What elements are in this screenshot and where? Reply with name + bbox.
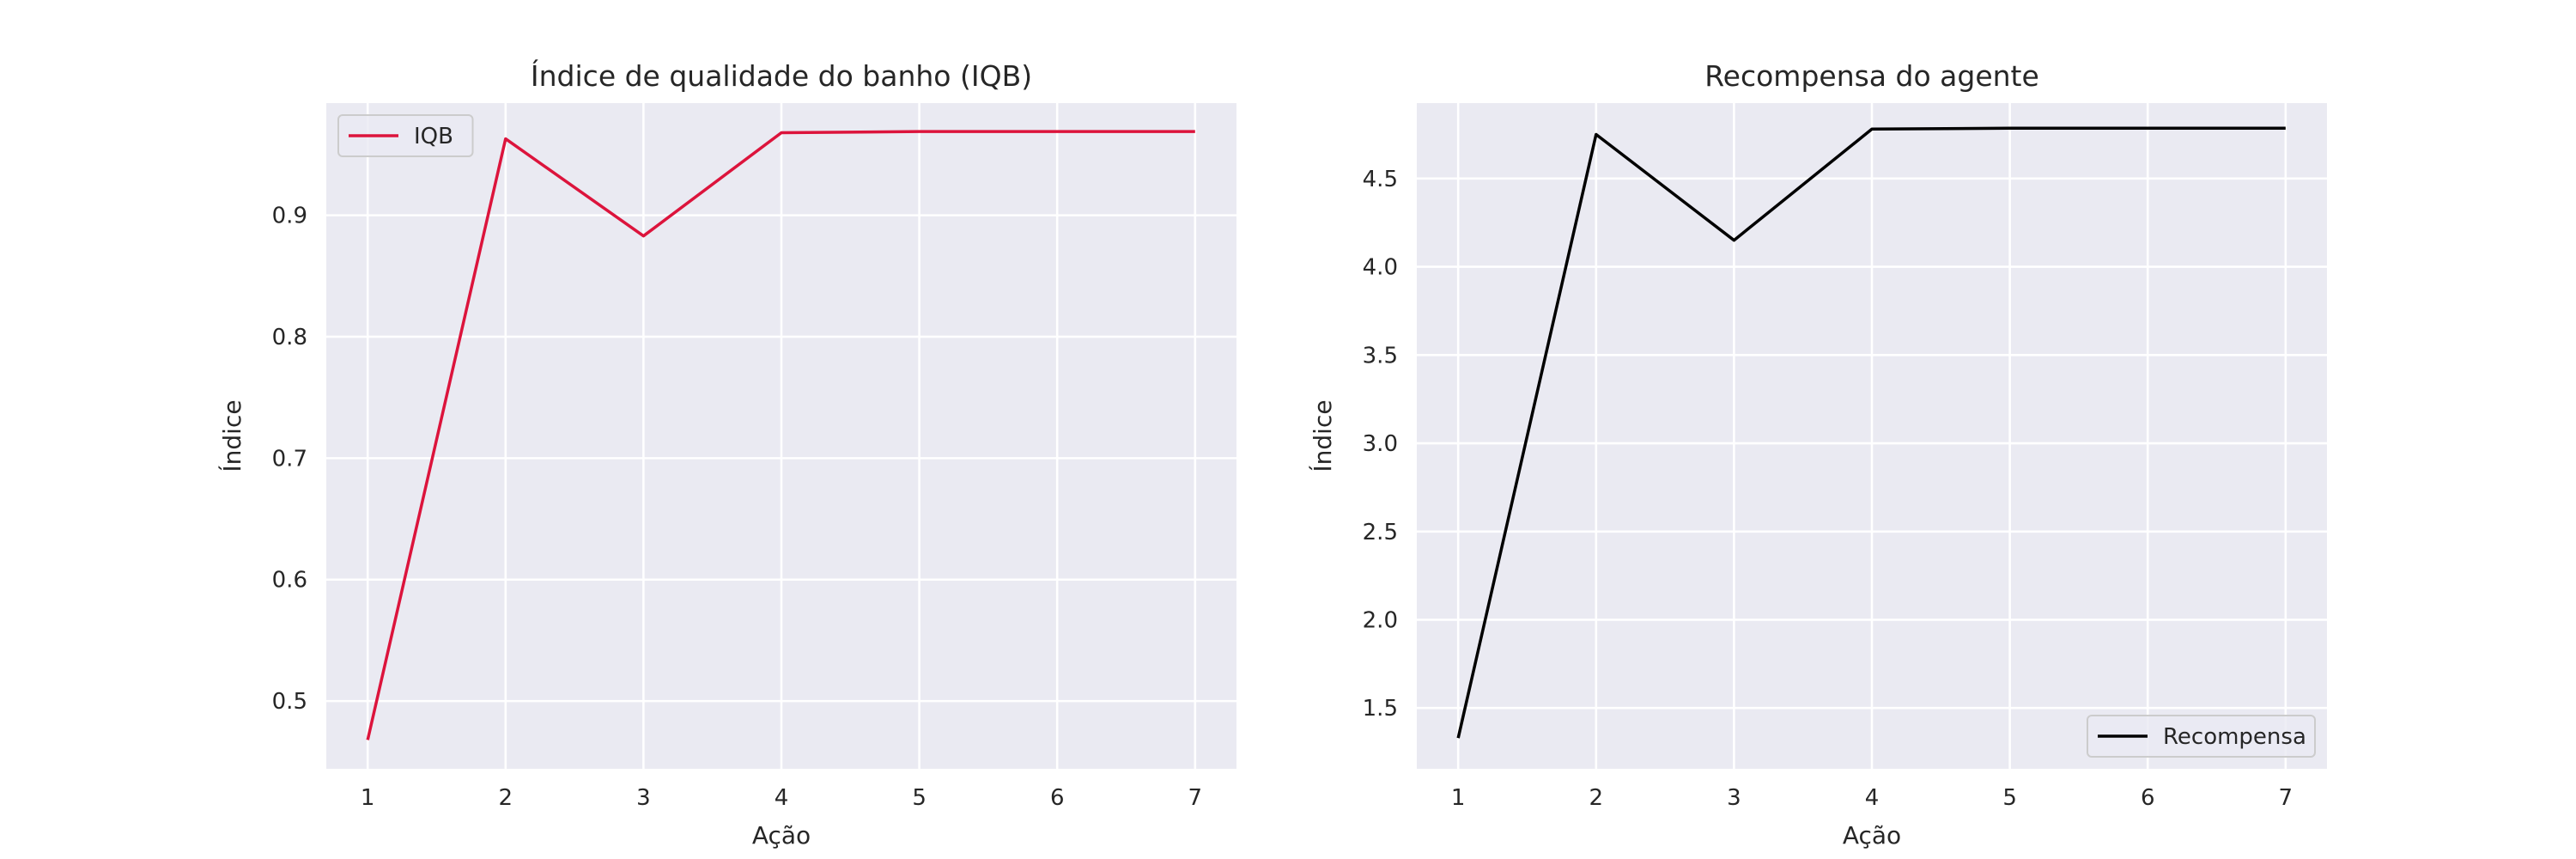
x-tick-label: 2: [499, 785, 513, 811]
x-tick-label: 6: [1050, 785, 1065, 811]
x-axis-label: Ação: [1843, 821, 1901, 850]
y-tick-label: 2.5: [1363, 520, 1398, 545]
chart-title: Índice de qualidade do banho (IQB): [531, 58, 1032, 93]
y-tick-label: 4.0: [1363, 255, 1398, 281]
x-tick-label: 3: [1727, 785, 1741, 811]
x-tick-label: 4: [1865, 785, 1880, 811]
x-tick-label: 2: [1589, 785, 1604, 811]
x-tick-label: 7: [2279, 785, 2293, 811]
x-tick-label: 5: [912, 785, 927, 811]
y-tick-label: 1.5: [1363, 696, 1398, 722]
x-tick-label: 1: [1451, 785, 1466, 811]
x-tick-label: 4: [775, 785, 789, 811]
legend: Recompensa: [2087, 715, 2316, 758]
legend: IQB: [337, 114, 474, 157]
series-line-recompensa: [1456, 126, 2286, 739]
legend-box: [2087, 715, 2316, 758]
y-tick-label: 0.9: [272, 204, 307, 229]
x-tick-label: 6: [2141, 785, 2155, 811]
y-tick-label: 3.0: [1363, 431, 1398, 457]
legend-label: Recompensa: [2163, 724, 2306, 750]
legend-label: IQB: [414, 124, 453, 149]
x-tick-label: 7: [1188, 785, 1203, 811]
x-tick-label: 5: [2002, 785, 2017, 811]
y-tick-label: 0.5: [272, 689, 307, 715]
y-axis-label: Índice: [1308, 399, 1337, 472]
chart-recompensa: 1 2 3 4 5 6 7 1.5 2.0 2.5 3.0 3.5 4.0 4.5 Ação Índice Re…: [1308, 59, 2327, 850]
chart-iqb: 1 2 3 4 5 6 7 0.5 0.6 0.7 0.8 0.9 Ação Índice Índice d…: [217, 58, 1236, 850]
y-tick-label: 0.7: [272, 446, 307, 472]
x-axis-label: Ação: [752, 821, 811, 850]
y-tick-label: 4.5: [1363, 167, 1398, 192]
y-tick-label: 3.5: [1363, 343, 1398, 369]
legend-box: [337, 114, 474, 157]
y-tick-label: 0.8: [272, 325, 307, 350]
series-line-iqb: [366, 130, 1195, 740]
y-tick-label: 2.0: [1363, 607, 1398, 633]
y-axis-label: Índice: [217, 399, 246, 472]
x-tick-label: 3: [636, 785, 651, 811]
y-tick-label: 0.6: [272, 568, 307, 594]
x-tick-label: 1: [361, 785, 375, 811]
chart-title: Recompensa do agente: [1704, 59, 2039, 93]
